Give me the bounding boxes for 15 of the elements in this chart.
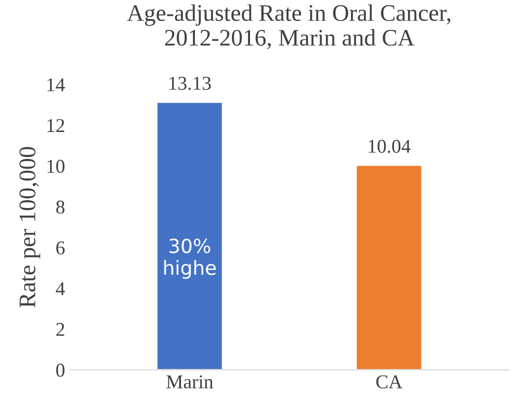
y-tick-label: 6 (56, 241, 65, 254)
y-tick-label: 8 (56, 200, 64, 214)
y-axis-title: Rate per 100,000 (19, 147, 40, 308)
y-tick-label: 12 (47, 119, 64, 132)
y-tick-label: 0 (56, 364, 64, 377)
y-tick-label: 4 (56, 282, 65, 296)
y-tick-label: 14 (47, 78, 65, 92)
data-label: 13.13 (170, 76, 211, 90)
x-tick-label: CA (376, 375, 402, 388)
annotation: 30% highe (164, 238, 216, 279)
chart-title: Age-adjusted Rate in Oral Cancer, 2012-2016, Marin and CA (127, 4, 450, 50)
y-tick-label: 10 (47, 160, 64, 173)
y-tick-label: 2 (56, 322, 64, 336)
x-tick-label: Marin (166, 375, 214, 388)
data-label: 10.04 (368, 140, 411, 153)
